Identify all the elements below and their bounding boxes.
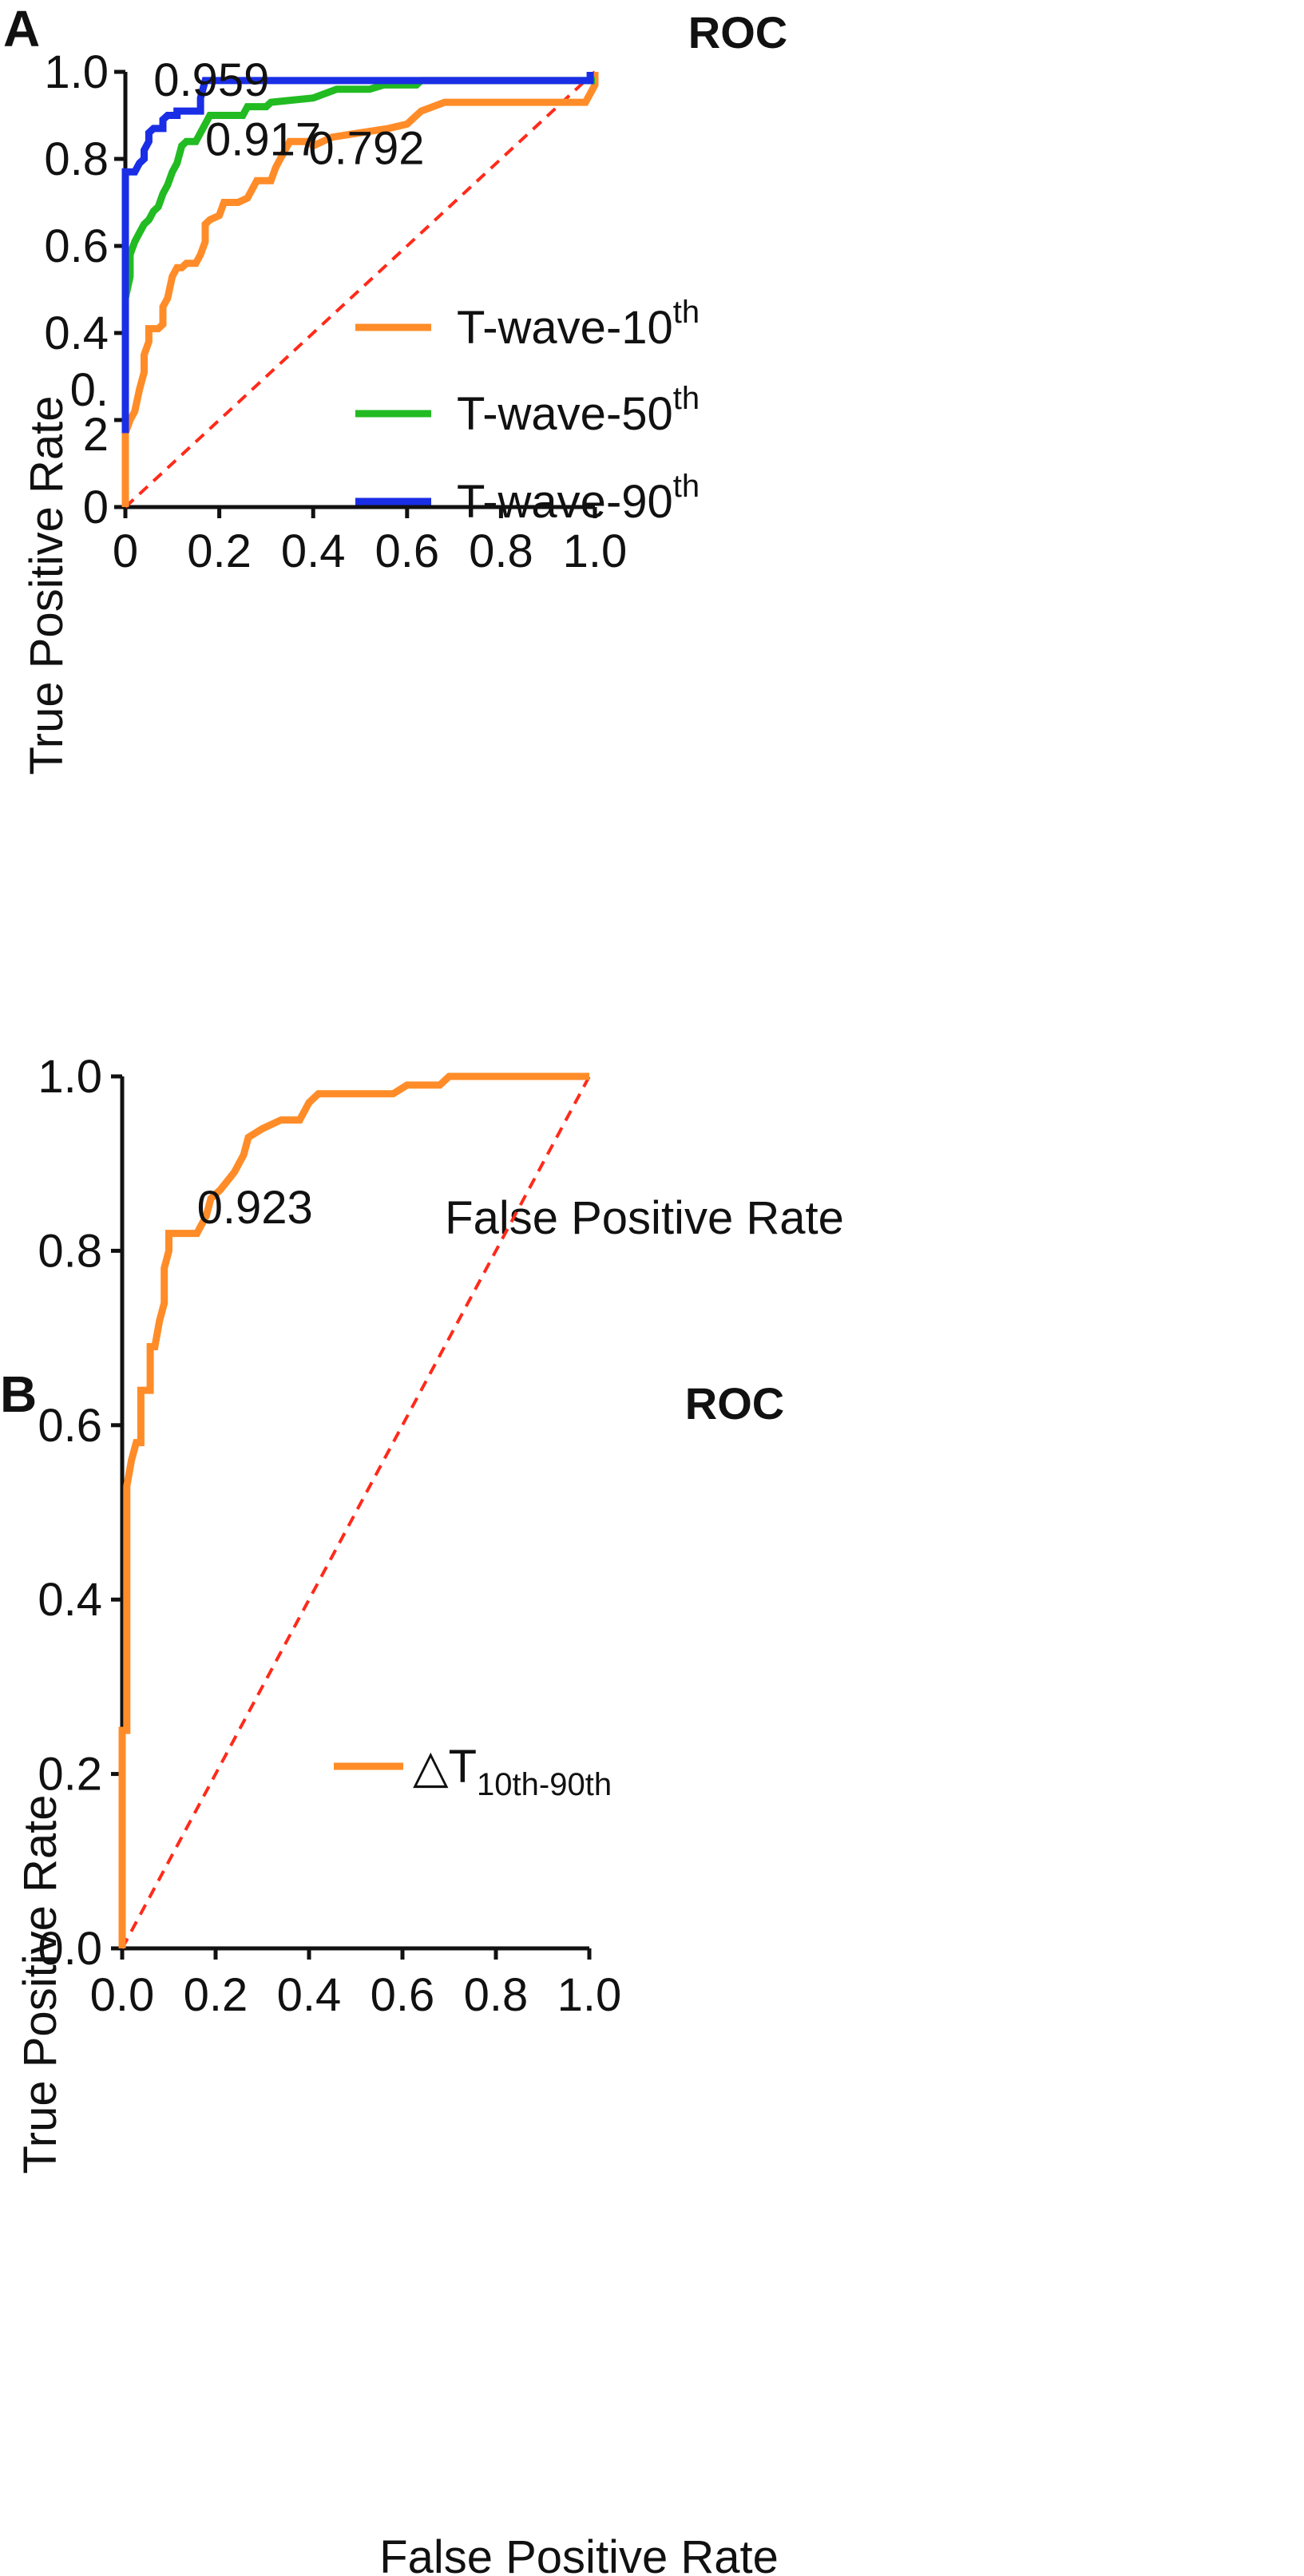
panel-a-auc-label-0: 0.792 xyxy=(308,122,424,174)
panel-b-y-tick-label: 0.8 xyxy=(38,1225,102,1277)
panel-b-y-tick-label: 0.4 xyxy=(38,1574,102,1626)
panel-a-y-tick-label: 0.4 xyxy=(44,307,109,359)
panel-b-y-axis-label: True Positive Rate xyxy=(14,1795,66,2174)
panel-a-title: ROC xyxy=(688,7,787,57)
panel-b-series-line-0 xyxy=(118,1072,589,1948)
panel-b-y-tick-label: 0.2 xyxy=(38,1749,102,1801)
panel-b-y-tick-label: 0.6 xyxy=(38,1400,102,1452)
panel-b-x-axis-label: False Positive Rate xyxy=(379,2531,779,2576)
panel-a-auc-label-1: 0.917 xyxy=(205,113,321,165)
panel-a-y-tick-label: 0. 2 xyxy=(70,364,109,461)
panel-a-reference-line xyxy=(124,70,597,509)
panel-b: B ROC False Positive Rate True Positive … xyxy=(0,1051,784,2576)
panel-a-series-line-1 xyxy=(121,77,595,420)
panel-a-legend-label-2: T-wave-90th xyxy=(457,469,700,528)
panel-a-x-tick-label: 0.4 xyxy=(281,525,346,577)
panel-b-legend-label-0: △T10th-90th xyxy=(413,1741,612,1802)
panel-a-x-tick-label: 0.6 xyxy=(375,525,439,577)
panel-a-letter: A xyxy=(3,0,40,57)
panel-a-x-tick-label: 1.0 xyxy=(563,525,628,577)
panel-b-reference-line xyxy=(121,1076,591,1949)
panel-b-x-tick-label: 0.6 xyxy=(371,1969,435,2021)
panel-a: A ROC False Positive Rate True Positive … xyxy=(3,0,844,1244)
panel-b-letter: B xyxy=(0,1365,37,1423)
panel-a-series-line-0 xyxy=(121,72,599,507)
panel-a-x-tick-label: 0.8 xyxy=(469,525,533,577)
panel-b-x-tick-label: 1.0 xyxy=(557,1969,622,2021)
panel-b-x-tick-label: 0.2 xyxy=(184,1969,248,2021)
panel-a-legend-label-1: T-wave-50th xyxy=(457,381,700,440)
panel-a-x-tick-label: 0 xyxy=(113,525,138,577)
panel-a-x-axis-label: False Positive Rate xyxy=(445,1192,844,1244)
panel-a-legend-label-0: T-wave-10th xyxy=(457,295,700,354)
panel-b-x-tick-label: 0.0 xyxy=(90,1969,155,2021)
panel-b-x-tick-label: 0.4 xyxy=(277,1969,342,2021)
panel-a-y-tick-label: 0 xyxy=(83,482,109,533)
panel-a-y-tick-label: 0.8 xyxy=(44,133,109,185)
panel-a-y-tick-label: 1.0 xyxy=(44,46,109,98)
panel-a-series-line-2 xyxy=(121,72,594,434)
panel-b-y-tick-label: 1.0 xyxy=(38,1051,102,1103)
panel-b-title: ROC xyxy=(685,1378,784,1429)
panel-b-auc-label-0: 0.923 xyxy=(197,1182,313,1234)
panel-a-y-tick-label: 0.6 xyxy=(44,220,109,272)
panel-b-y-tick-label: 0.0 xyxy=(38,1923,102,1975)
panel-a-auc-label-2: 0.959 xyxy=(153,54,269,106)
panel-a-y-axis-label: True Positive Rate xyxy=(21,396,73,775)
panel-b-x-tick-label: 0.8 xyxy=(464,1969,529,2021)
panel-a-x-tick-label: 0.2 xyxy=(187,525,252,577)
